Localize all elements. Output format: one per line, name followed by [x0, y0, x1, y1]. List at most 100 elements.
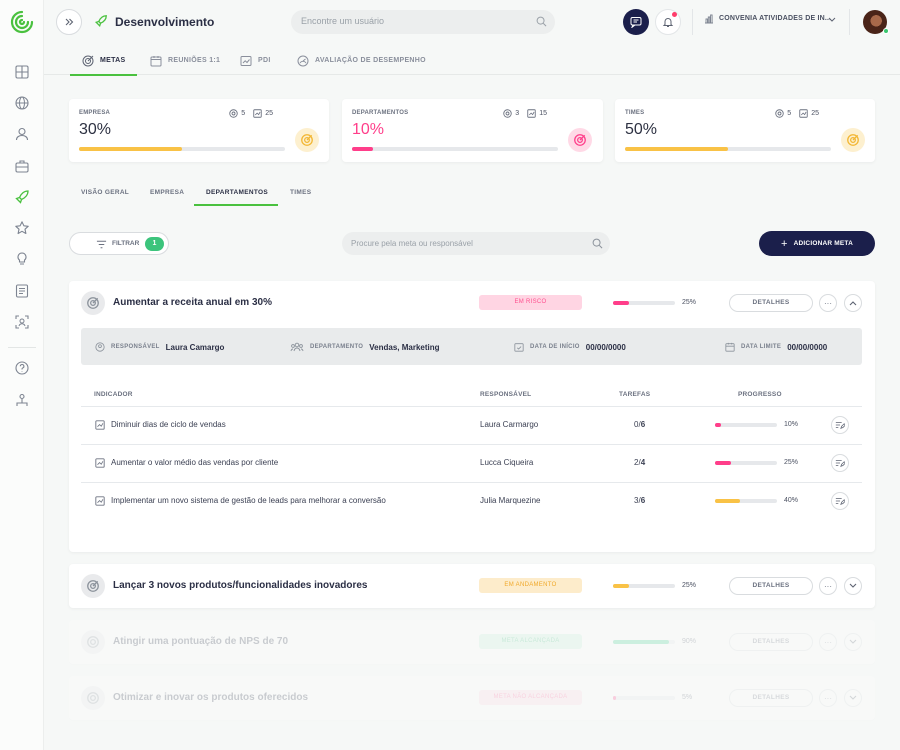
expand-button[interactable] [844, 577, 862, 595]
add-goal-button[interactable]: + ADICIONAR META [759, 231, 875, 256]
details-button[interactable]: DETALHES [729, 689, 813, 707]
expand-button[interactable] [844, 633, 862, 651]
indicator-row[interactable]: Diminuir dias de ciclo de vendas Laura C… [81, 406, 862, 444]
divider [849, 9, 850, 35]
summary-card-empresa[interactable]: EMPRESA 5 25 30% [69, 99, 329, 162]
tab-metas[interactable]: METAS [69, 46, 139, 76]
goal-title[interactable]: Aumentar a receita anual em 30% [113, 297, 272, 308]
indicator-progress-bar [715, 461, 777, 465]
globe-icon[interactable] [14, 95, 30, 111]
subtab-empresa[interactable]: EMPRESA [150, 189, 185, 196]
more-options-button[interactable]: ··· [819, 633, 837, 651]
face-scan-icon[interactable] [14, 314, 30, 330]
notification-dot [672, 12, 677, 17]
status-badge: EM RISCO [479, 295, 582, 310]
goal-title[interactable]: Lançar 3 novos produtos/funcionalidades … [113, 580, 368, 591]
expand-button[interactable] [844, 689, 862, 707]
company-chart-icon [705, 14, 713, 24]
chat-icon [630, 17, 642, 28]
expand-sidebar-button[interactable] [56, 9, 82, 35]
chart-icon [527, 109, 536, 118]
tasks-total: 4 [640, 458, 646, 467]
indicators-count: 25 [265, 110, 273, 117]
document-icon[interactable] [14, 283, 30, 299]
collapse-button[interactable] [844, 294, 862, 312]
tab-label: PDI [258, 57, 271, 64]
team-icon[interactable] [14, 392, 30, 408]
more-options-button[interactable]: ··· [819, 689, 837, 707]
goal-card[interactable]: Lançar 3 novos produtos/funcionalidades … [69, 564, 875, 608]
details-button[interactable]: DETALHES [729, 294, 813, 312]
goal-search-input[interactable]: Procure pela meta ou responsável [342, 232, 610, 255]
indicator-responsible: Laura Carmargo [480, 420, 539, 429]
target-icon [81, 291, 105, 315]
goal-card[interactable]: Otimizar e inovar os produtos oferecidos… [69, 676, 875, 720]
goal-progress-fill [613, 301, 629, 305]
goal-card[interactable]: Atingir uma pontuação de NPS de 70 META … [69, 620, 875, 664]
goal-progress-fill [613, 696, 617, 700]
card-progress-fill [352, 147, 373, 151]
star-icon[interactable] [14, 220, 30, 236]
edit-list-icon [835, 422, 845, 430]
column-header-indicator: INDICADOR [94, 391, 133, 398]
lightbulb-icon[interactable] [14, 251, 30, 267]
info-label: DATA LIMITE [741, 344, 782, 350]
tab-avaliacao[interactable]: AVALIAÇÃO DE DESEMPENHO [297, 46, 426, 75]
filter-button[interactable]: FILTRAR 1 [69, 232, 169, 255]
more-options-button[interactable]: ··· [819, 294, 837, 312]
indicator-progress-fill [715, 499, 740, 503]
company-selector[interactable]: CONVENIA ATIVIDADES DE IN... [719, 15, 832, 22]
convenia-logo-icon[interactable] [10, 10, 34, 34]
goal-title[interactable]: Atingir uma pontuação de NPS de 70 [113, 636, 289, 647]
targets-count: 5 [241, 110, 246, 117]
card-stats: 3 15 [503, 109, 547, 118]
goal-title[interactable]: Otimizar e inovar os produtos oferecidos [113, 692, 309, 703]
filter-count-badge: 1 [145, 237, 164, 251]
user-icon[interactable] [14, 126, 30, 142]
target-badge-icon [568, 128, 592, 152]
card-stats: 5 25 [775, 109, 819, 118]
indicator-progress-fill [715, 423, 722, 427]
chart-icon [253, 109, 262, 118]
more-options-button[interactable]: ··· [819, 577, 837, 595]
indicator-row[interactable]: Implementar um novo sistema de gestão de… [81, 482, 862, 520]
details-button[interactable]: DETALHES [729, 577, 813, 595]
targets-count: 3 [515, 110, 520, 117]
indicators-count: 15 [539, 110, 547, 117]
goal-progress-label: 90% [682, 638, 697, 645]
target-icon [81, 686, 105, 710]
indicator-name: Implementar um novo sistema de gestão de… [111, 496, 386, 505]
tab-reunioes[interactable]: REUNIÕES 1:1 [150, 46, 220, 75]
rocket-icon[interactable] [14, 189, 30, 205]
notifications-button[interactable] [655, 9, 681, 35]
help-icon[interactable] [14, 360, 30, 376]
indicator-row[interactable]: Aumentar o valor médio das vendas por cl… [81, 444, 862, 482]
user-search-input[interactable]: Encontre um usuário [291, 10, 555, 34]
tab-label: REUNIÕES 1:1 [168, 57, 221, 64]
summary-card-times[interactable]: TIMES 5 25 50% [615, 99, 875, 162]
edit-indicator-button[interactable] [831, 416, 849, 434]
tab-pdi[interactable]: PDI [240, 46, 271, 75]
subtab-times[interactable]: TIMES [290, 189, 312, 196]
tasks-total: 6 [640, 496, 646, 505]
dashboard-icon[interactable] [14, 64, 30, 80]
subtab-visao-geral[interactable]: VISÃO GERAL [81, 189, 130, 196]
summary-card-departamentos[interactable]: DEPARTAMENTOS 3 15 10% [342, 99, 603, 162]
chat-button[interactable] [623, 9, 649, 35]
briefcase-icon[interactable] [14, 158, 30, 174]
goal-progress-bar [613, 640, 675, 644]
chevron-down-icon[interactable] [828, 17, 836, 23]
edit-list-icon [835, 460, 845, 468]
calendar-icon [725, 342, 735, 352]
row-divider [81, 406, 862, 407]
edit-indicator-button[interactable] [831, 454, 849, 472]
goal-card-expanded: Aumentar a receita anual em 30% EM RISCO… [69, 281, 875, 552]
details-button[interactable]: DETALHES [729, 633, 813, 651]
edit-indicator-button[interactable] [831, 492, 849, 510]
goal-progress-label: 5% [682, 694, 693, 701]
indicator-progress-fill [715, 461, 731, 465]
info-value: Laura Camargo [165, 342, 225, 352]
subtab-departamentos[interactable]: DEPARTAMENTOS [206, 189, 269, 196]
sidebar-divider [8, 347, 36, 348]
group-icon [290, 342, 304, 352]
